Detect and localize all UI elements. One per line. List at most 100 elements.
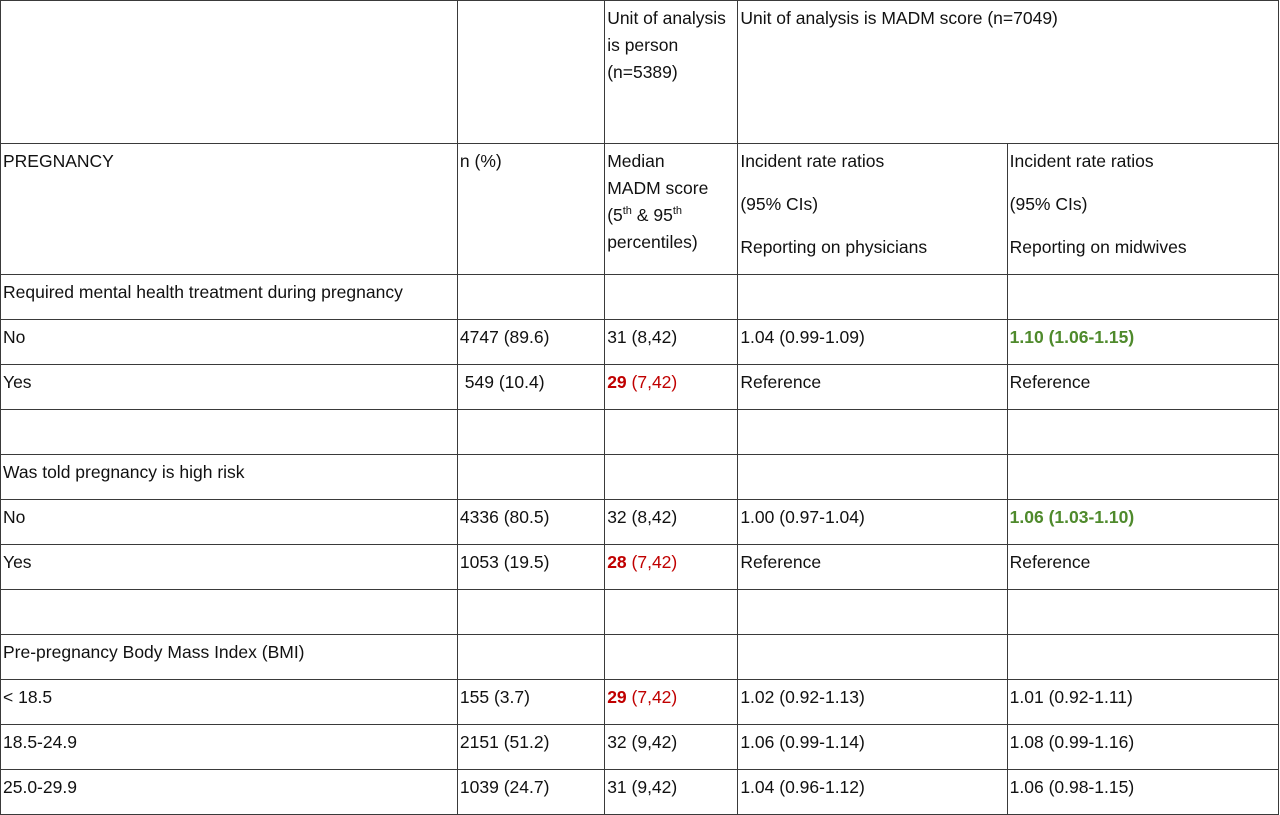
row-median-rest: (7,42) (626, 372, 678, 392)
row-irr-physicians: 1.02 (0.92-1.13) (737, 679, 1008, 725)
header-median-line: Median (607, 151, 665, 171)
row-label: No (0, 319, 458, 365)
row-irr-midwives: Reference (1006, 364, 1280, 410)
header-unit-person-line: Unit of analysis (607, 8, 726, 28)
table-row: Required mental health treatment during … (0, 274, 1280, 320)
row-median: 32 (9,42) (604, 724, 739, 770)
header-median-line: MADM score (607, 178, 709, 198)
table-row: 18.5-24.9 2151 (51.2) 32 (9,42) 1.06 (0.… (0, 724, 1280, 770)
row-median-bold: 29 (607, 372, 627, 392)
row-median-rest: 32 (9,42) (607, 732, 678, 752)
header-unit-person-line: (n=5389) (607, 62, 678, 82)
row-n (456, 589, 606, 635)
table-row: < 18.5 155 (3.7) 29 (7,42) 1.02 (0.92-1.… (0, 679, 1280, 725)
row-median (604, 454, 739, 500)
table-row: No 4747 (89.6) 31 (8,42) 1.04 (0.99-1.09… (0, 319, 1280, 365)
row-n (456, 274, 606, 320)
row-irr-physicians (737, 454, 1008, 500)
row-median-rest: 32 (8,42) (607, 507, 678, 527)
row-irr-midwives: 1.01 (0.92-1.11) (1006, 679, 1280, 725)
table-row (0, 589, 1280, 635)
row-n: 155 (3.7) (456, 679, 606, 725)
row-irr-physicians: 1.04 (0.99-1.09) (737, 319, 1008, 365)
row-median: 31 (9,42) (604, 769, 739, 815)
header-unit-person-line: is person (607, 35, 679, 55)
header-column-row: PREGNANCY n (%) Median MADM score (5th &… (0, 143, 1280, 275)
row-n: 549 (10.4) (456, 364, 606, 410)
row-median: 29 (7,42) (604, 679, 739, 725)
header-n-percent: n (%) (456, 143, 606, 275)
header-percentile-pre: (5 (607, 205, 623, 225)
row-median: 28 (7,42) (604, 544, 739, 590)
header-unit-row: Unit of analysis is person (n=5389) Unit… (0, 0, 1279, 144)
header-irr-line: Reporting on midwives (1009, 237, 1187, 257)
row-median (604, 589, 739, 635)
row-median-rest: 31 (9,42) (607, 777, 678, 797)
row-label: Pre-pregnancy Body Mass Index (BMI) (0, 634, 458, 680)
row-irr-midwives-significant: 1.10 (1.06-1.15) (1006, 319, 1280, 365)
row-irr-midwives: 1.06 (0.98-1.15) (1006, 769, 1280, 815)
row-label: Required mental health treatment during … (0, 274, 458, 320)
row-n: 4336 (80.5) (456, 499, 606, 545)
row-n (456, 454, 606, 500)
row-irr-midwives (1006, 589, 1280, 635)
header-unit-madm: Unit of analysis is MADM score (n=7049) (737, 0, 1279, 144)
table-row: Pre-pregnancy Body Mass Index (BMI) (0, 634, 1280, 680)
row-irr-physicians (737, 409, 1008, 455)
header-sup-th: th (672, 205, 682, 218)
row-median-rest: (7,42) (626, 552, 678, 572)
row-irr-physicians: Reference (737, 364, 1008, 410)
row-median (604, 409, 739, 455)
row-irr-midwives: Reference (1006, 544, 1280, 590)
row-label: Yes (0, 544, 458, 590)
header-median-line: percentiles) (607, 232, 698, 252)
row-irr-physicians (737, 274, 1008, 320)
header-empty-cell (0, 0, 458, 144)
row-label: Yes (0, 364, 458, 410)
row-median-rest: (7,42) (626, 687, 678, 707)
row-median: 32 (8,42) (604, 499, 739, 545)
row-irr-physicians: 1.04 (0.96-1.12) (737, 769, 1008, 815)
row-n: 2151 (51.2) (456, 724, 606, 770)
row-median (604, 274, 739, 320)
table-row (0, 409, 1280, 455)
header-pregnancy: PREGNANCY (0, 143, 458, 275)
header-median-madm: Median MADM score (5th & 95th percentile… (604, 143, 739, 275)
table-row: No 4336 (80.5) 32 (8,42) 1.00 (0.97-1.04… (0, 499, 1280, 545)
header-percentile-mid: & 95 (631, 205, 673, 225)
row-label (0, 409, 458, 455)
row-irr-midwives: 1.08 (0.99-1.16) (1006, 724, 1280, 770)
row-n (456, 409, 606, 455)
header-irr-midwives: Incident rate ratios (95% CIs) Reporting… (1006, 143, 1280, 275)
row-irr-midwives (1006, 454, 1280, 500)
row-label: 25.0-29.9 (0, 769, 458, 815)
header-sup-th: th (622, 205, 632, 218)
row-label: Was told pregnancy is high risk (0, 454, 458, 500)
row-irr-physicians: Reference (737, 544, 1008, 590)
row-irr-midwives (1006, 409, 1280, 455)
row-irr-midwives (1006, 274, 1280, 320)
table-row: 25.0-29.9 1039 (24.7) 31 (9,42) 1.04 (0.… (0, 769, 1280, 815)
header-irr-line: (95% CIs) (740, 194, 819, 214)
row-median-bold: 29 (607, 687, 627, 707)
row-median-rest: 31 (8,42) (607, 327, 678, 347)
row-median: 29 (7,42) (604, 364, 739, 410)
header-irr-line: Incident rate ratios (740, 151, 885, 171)
row-irr-physicians (737, 589, 1008, 635)
table-row: Yes 1053 (19.5) 28 (7,42) Reference Refe… (0, 544, 1280, 590)
row-median-bold: 28 (607, 552, 627, 572)
row-n: 1039 (24.7) (456, 769, 606, 815)
header-percentile-line: (5th & 95th (607, 202, 735, 229)
row-irr-physicians: 1.06 (0.99-1.14) (737, 724, 1008, 770)
header-irr-physicians: Incident rate ratios (95% CIs) Reporting… (737, 143, 1008, 275)
header-irr-line: Reporting on physicians (740, 237, 928, 257)
row-n: 1053 (19.5) (456, 544, 606, 590)
row-label (0, 589, 458, 635)
row-irr-midwives-significant: 1.06 (1.03-1.10) (1006, 499, 1280, 545)
row-median: 31 (8,42) (604, 319, 739, 365)
row-median (604, 634, 739, 680)
row-label: < 18.5 (0, 679, 458, 725)
row-n (456, 634, 606, 680)
header-irr-line: Incident rate ratios (1009, 151, 1154, 171)
